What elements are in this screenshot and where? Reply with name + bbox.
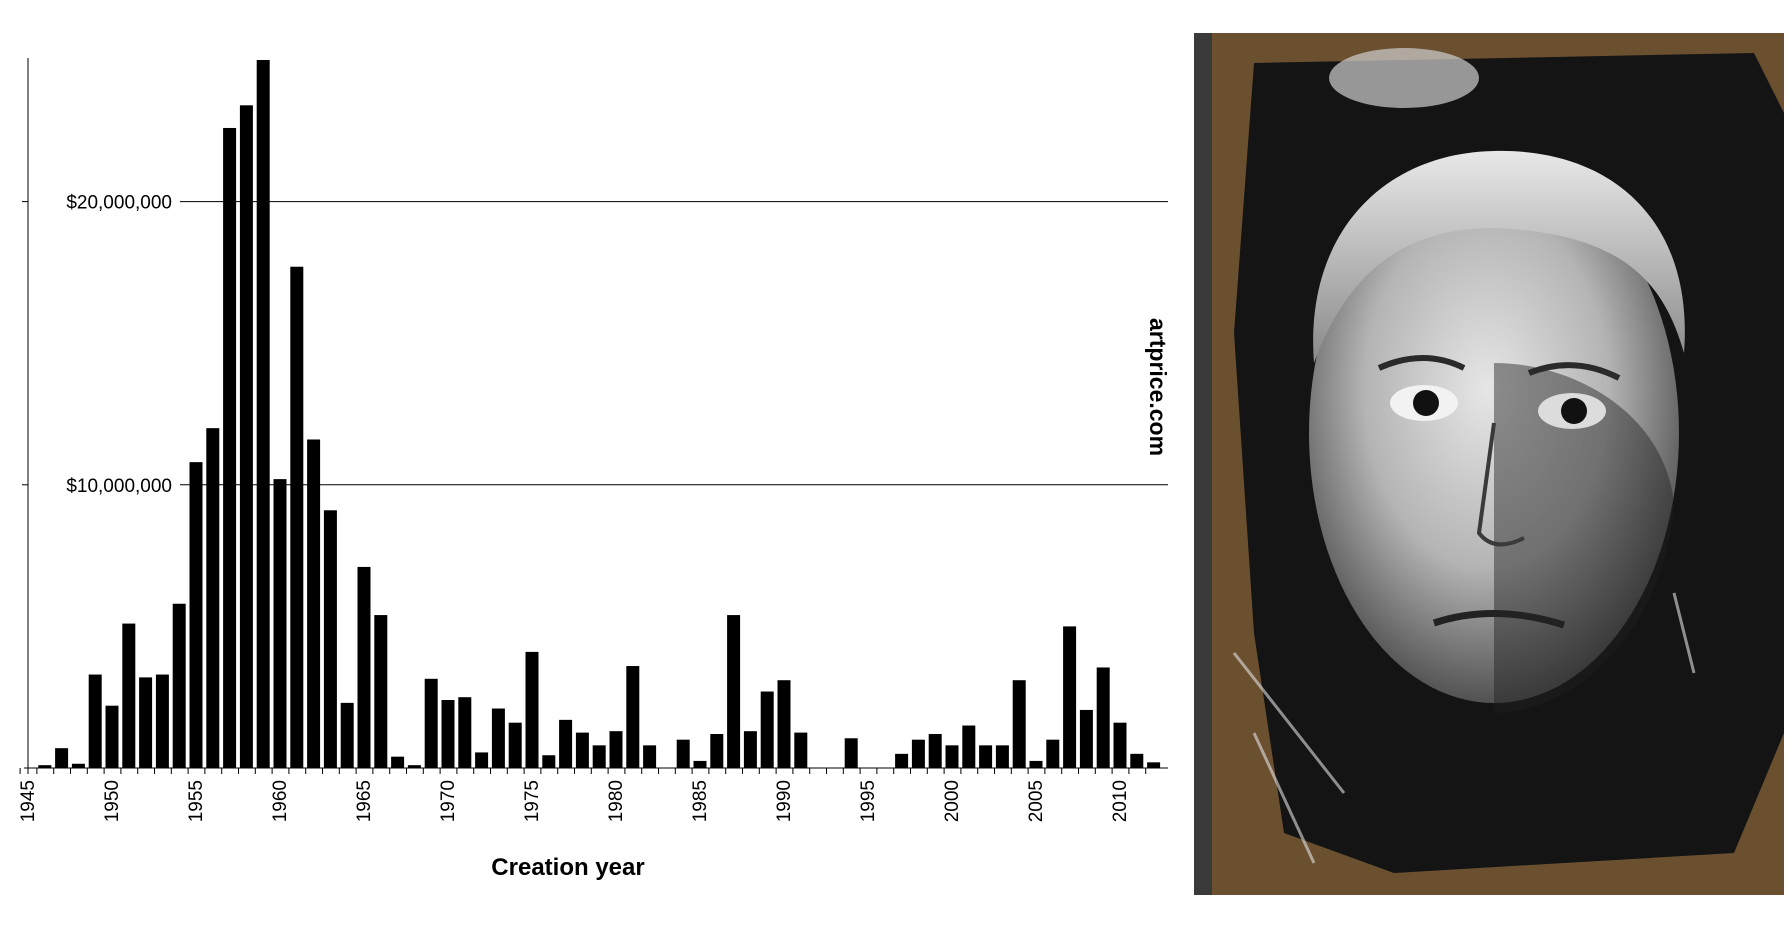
bar-2005 [1029,760,1043,768]
bar-1989 [760,691,774,768]
bar-2002 [979,745,993,768]
x-tick-labels: 1945 1950 1955 1960 1965 1970 1975 1980 1985 1990… [18,780,1131,822]
bar-1987 [727,615,741,768]
wall-edge [1194,33,1212,895]
mouth [1432,610,1566,629]
x-tick-label: 1980 [606,780,627,822]
right-brow [1527,362,1621,381]
bar-1978 [575,732,589,768]
bar-1975 [525,651,539,768]
bar-2009 [1096,667,1110,768]
bar-2008 [1079,709,1093,768]
bar-1953 [155,674,169,768]
bar-2001 [962,725,976,768]
paint-splash [1329,48,1479,108]
paint-drips [1232,592,1696,864]
bar-1950 [105,705,119,768]
bar-1982 [643,745,657,768]
bar-1974 [508,722,522,768]
bar-1961 [290,266,304,768]
x-tick-label: 1995 [858,780,879,822]
bars [38,60,1161,768]
bar-1999 [928,734,942,768]
bar-1976 [542,755,556,768]
bar-1985 [693,760,707,768]
x-tick-label: 1975 [522,780,543,822]
bar-1946 [38,765,52,768]
bar-1969 [424,678,438,768]
bar-1955 [189,462,203,768]
bar-2004 [1012,680,1026,768]
bar-1971 [458,697,472,768]
bar-2011 [1130,753,1144,768]
x-tick-label: 1965 [354,780,375,822]
y-tick-label: $10,000,000 [66,476,172,497]
bar-1966 [374,615,388,768]
bar-1973 [491,708,505,768]
bar-2006 [1046,739,1060,768]
bar-2010 [1113,722,1127,768]
axes [19,58,1168,774]
x-tick-label: 1960 [270,780,291,822]
bar-1988 [743,731,757,768]
bar-1958 [239,105,253,768]
portrait-image [1194,33,1784,895]
bar-1970 [441,700,455,768]
bar-1965 [357,566,371,768]
bar-1957 [223,127,237,768]
bar-1951 [122,623,136,768]
face-shadow [1494,363,1674,713]
bar-1972 [475,752,489,768]
bar-1962 [307,439,321,768]
x-axis-label: Creation year [491,854,644,881]
bar-1947 [55,748,69,768]
bar-1986 [710,734,724,768]
bar-1952 [139,677,153,768]
artprice-watermark: artprice.com [1145,318,1171,456]
x-tick-label: 1970 [438,780,459,822]
bar-1991 [794,732,808,768]
bar-2000 [945,745,959,768]
bar-chart: $10,000,000$20,000,000 1945 1950 1955 1960 1… [18,58,1171,881]
bar-1959 [256,60,270,768]
bar-1954 [172,603,186,768]
y-tick-labels: $10,000,000 $20,000,000 [66,193,172,497]
left-brow [1377,355,1466,371]
bar-2003 [995,745,1009,768]
x-tick-label: 1955 [186,780,207,822]
bar-1963 [323,510,337,768]
bar-1997 [895,753,909,768]
bar-2012 [1147,762,1161,768]
bar-1994 [844,738,858,768]
bar-1981 [626,666,640,768]
bar-1956 [206,428,220,768]
bar-1984 [676,739,690,768]
right-pupil [1561,398,1587,424]
x-tick-label: 2005 [1026,780,1047,822]
bar-1948 [71,763,85,768]
bar-1949 [88,674,102,768]
bar-1977 [559,719,573,768]
x-tick-label: 1950 [102,780,123,822]
x-tick-label: 2000 [942,780,963,822]
left-pupil [1413,390,1439,416]
grid-lines [180,201,1168,486]
nose [1476,422,1525,547]
x-tick-label: 1990 [774,780,795,822]
bar-1998 [911,739,925,768]
bar-1968 [407,765,421,768]
bar-1980 [609,731,623,768]
x-tick-label: 1985 [690,780,711,822]
bar-1990 [777,680,791,768]
bar-1960 [273,479,287,768]
bar-2007 [1063,626,1077,768]
hair [1313,150,1685,363]
y-tick-label: $20,000,000 [66,193,172,214]
bar-1964 [340,702,354,768]
bar-1967 [391,756,405,768]
bar-1979 [592,745,606,768]
x-tick-label: 1945 [18,780,39,822]
x-tick-label: 2010 [1110,780,1131,822]
